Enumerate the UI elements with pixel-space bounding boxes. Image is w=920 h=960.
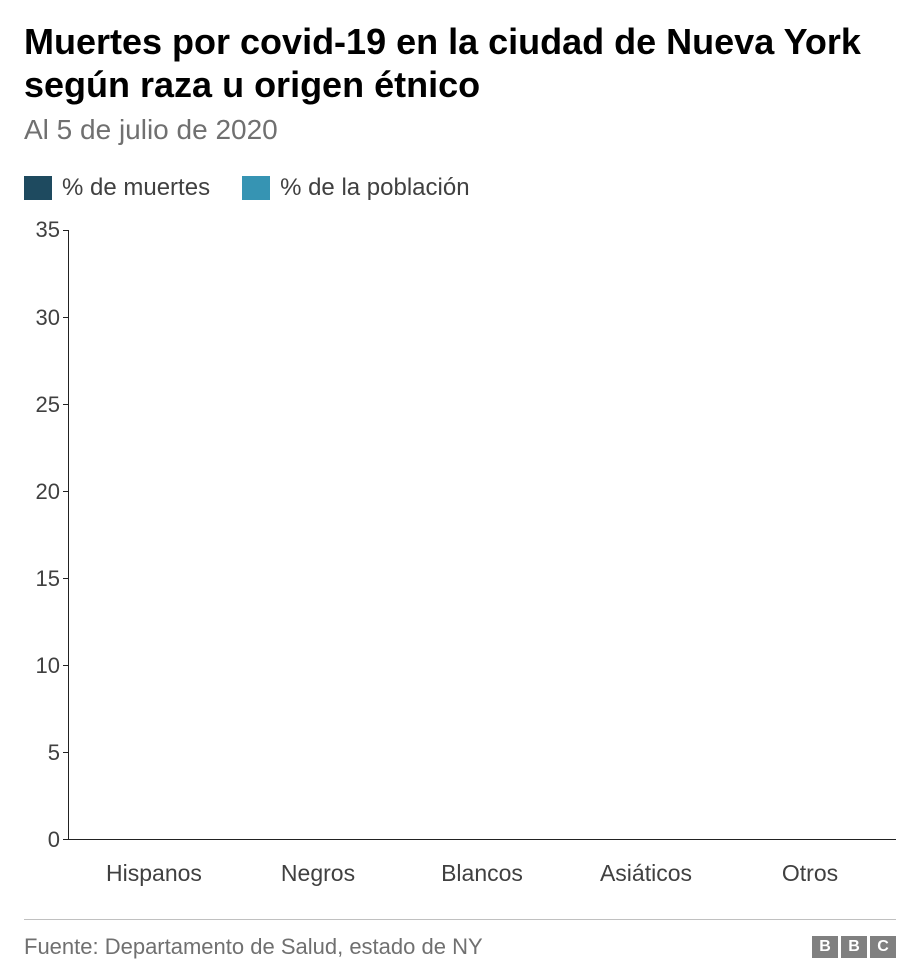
y-tick-label: 35: [36, 217, 60, 243]
legend: % de muertes % de la población: [24, 174, 896, 202]
bbc-logo-letter: C: [870, 936, 896, 958]
chart-area: 05101520253035: [68, 230, 896, 840]
source-text: Fuente: Departamento de Salud, estado de…: [24, 934, 483, 960]
legend-label: % de la población: [280, 174, 469, 202]
legend-item-deaths: % de muertes: [24, 174, 210, 202]
x-tick-label: Hispanos: [79, 860, 229, 887]
x-tick-label: Asiáticos: [571, 860, 721, 887]
y-axis: 05101520253035: [24, 230, 68, 840]
chart-subtitle: Al 5 de julio de 2020: [24, 114, 896, 146]
y-tick-label: 25: [36, 392, 60, 418]
x-axis-labels: Hispanos Negros Blancos Asiáticos Otros: [68, 848, 896, 887]
x-tick-label: Negros: [243, 860, 393, 887]
y-tick-mark: [63, 230, 69, 231]
y-tick-label: 5: [48, 740, 60, 766]
y-tick-mark: [63, 491, 69, 492]
legend-swatch: [242, 176, 270, 200]
y-tick-mark: [63, 665, 69, 666]
bbc-logo-letter: B: [812, 936, 838, 958]
y-tick-label: 10: [36, 653, 60, 679]
y-tick-mark: [63, 317, 69, 318]
legend-item-population: % de la población: [242, 174, 469, 202]
y-tick-label: 15: [36, 566, 60, 592]
legend-label: % de muertes: [62, 174, 210, 202]
y-tick-mark: [63, 578, 69, 579]
legend-swatch: [24, 176, 52, 200]
y-tick-label: 30: [36, 305, 60, 331]
x-tick-label: Blancos: [407, 860, 557, 887]
footer: Fuente: Departamento de Salud, estado de…: [24, 919, 896, 960]
plot: [68, 230, 896, 840]
y-tick-mark: [63, 404, 69, 405]
chart-title: Muertes por covid-19 en la ciudad de Nue…: [24, 20, 896, 106]
y-tick-mark: [63, 752, 69, 753]
bbc-logo-letter: B: [841, 936, 867, 958]
bars-container: [69, 230, 896, 839]
y-tick-label: 20: [36, 479, 60, 505]
y-tick-mark: [63, 839, 69, 840]
bbc-logo: B B C: [812, 936, 896, 958]
x-tick-label: Otros: [735, 860, 885, 887]
y-tick-label: 0: [48, 827, 60, 853]
